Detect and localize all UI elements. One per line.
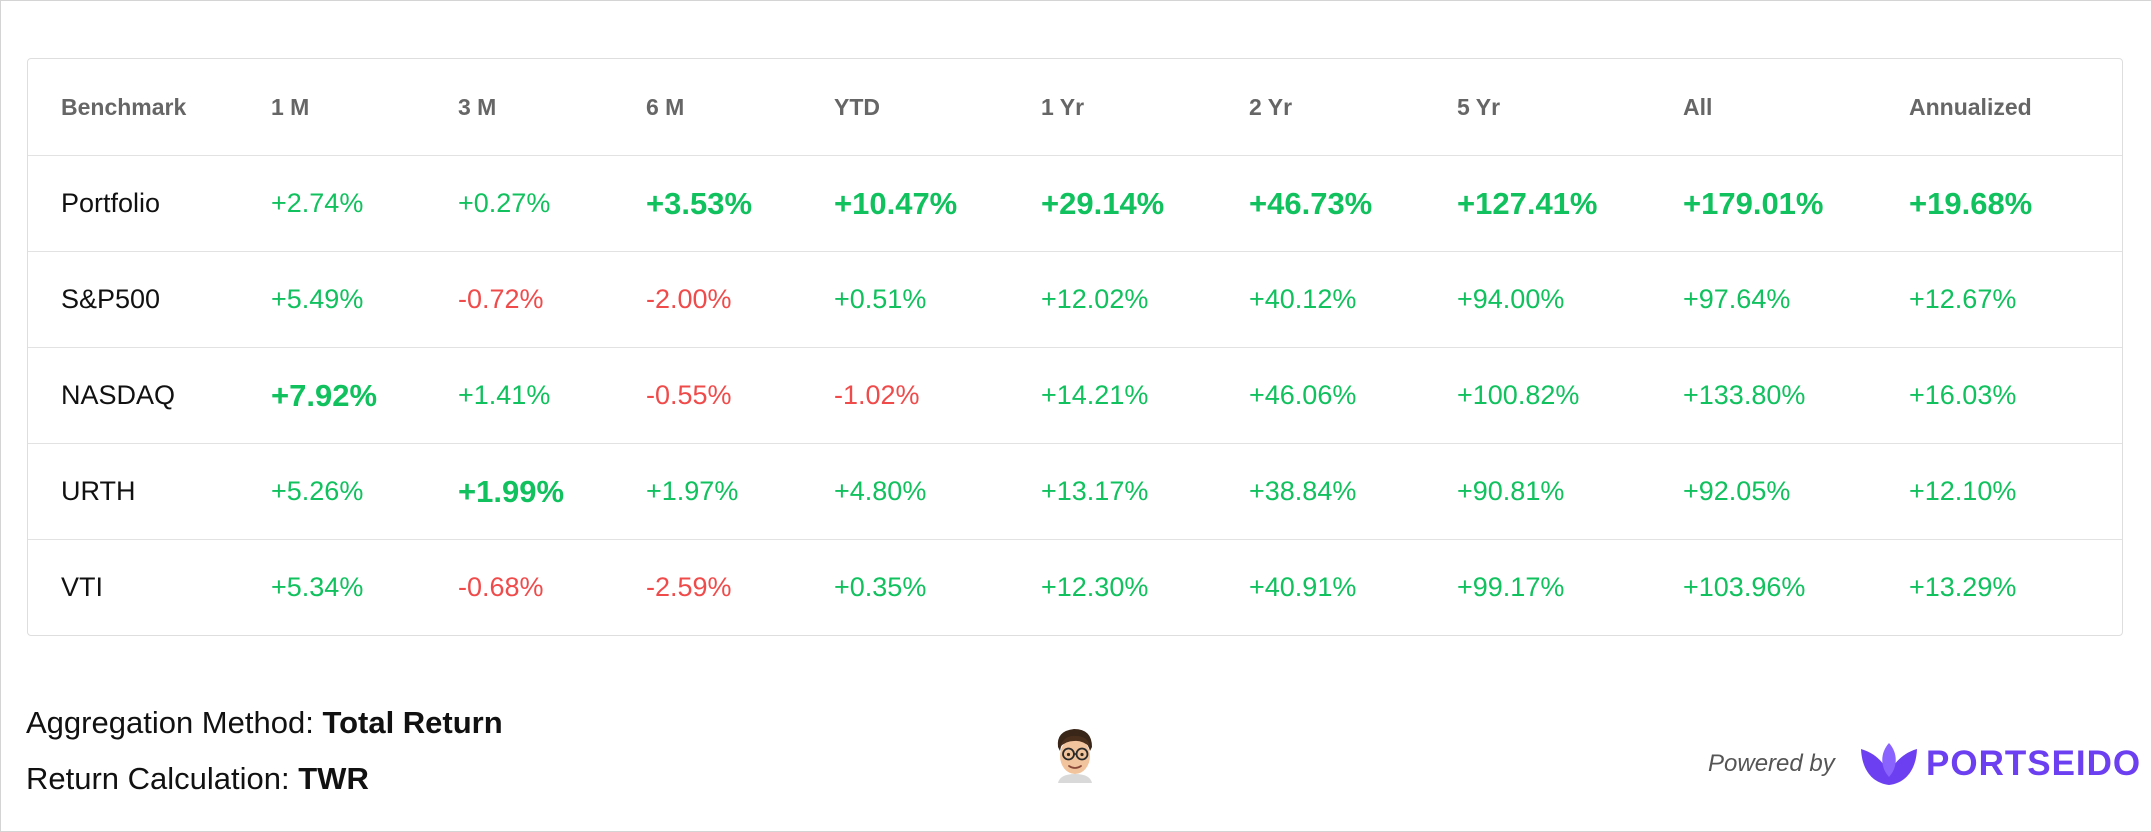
return-cell: +46.06% [1249,380,1357,410]
return-cell: -1.02% [834,380,920,410]
column-header-6m: 6 M [646,93,685,120]
return-cell: +12.67% [1909,284,2017,314]
aggregation-method-text: Aggregation Method: Total Return [26,705,503,741]
return-cell: +0.35% [834,572,927,602]
return-cell: -0.68% [458,572,544,602]
table-row-urth: URTH +5.26% +1.99% +1.97% +4.80% +13.17%… [28,443,2122,539]
return-cell: +1.97% [646,476,739,506]
return-cell: +1.41% [458,380,551,410]
return-cell: +40.91% [1249,572,1357,602]
return-cell: +5.49% [271,284,364,314]
return-cell: +99.17% [1457,572,1565,602]
portseido-logo[interactable]: PORTSEIDO [1858,741,2141,787]
return-cell: +12.30% [1041,572,1149,602]
row-name: Portfolio [61,188,161,218]
return-cell: +133.80% [1683,380,1806,410]
return-cell-best: +1.99% [458,473,565,509]
table-row-portfolio: Portfolio +2.74% +0.27% +3.53% +10.47% +… [28,155,2122,251]
row-name: NASDAQ [61,380,176,410]
return-cell-best: +179.01% [1683,185,1824,221]
table-row-vti: VTI +5.34% -0.68% -2.59% +0.35% +12.30% … [28,539,2122,635]
aggregation-method-value: Total Return [322,705,503,740]
return-cell: +97.64% [1683,284,1791,314]
row-name: S&P500 [61,284,161,314]
return-cell: +13.17% [1041,476,1149,506]
return-cell: -0.72% [458,284,544,314]
return-cell-best: +19.68% [1909,185,2033,221]
column-header-1yr: 1 Yr [1041,93,1085,120]
return-calculation-text: Return Calculation: TWR [26,761,369,797]
aggregation-method-label: Aggregation Method: [26,705,323,740]
return-calculation-label: Return Calculation: [26,761,299,796]
return-cell: +13.29% [1909,572,2017,602]
return-cell: +40.12% [1249,284,1357,314]
return-cell: -2.00% [646,284,732,314]
return-cell: +14.21% [1041,380,1149,410]
return-cell: +90.81% [1457,476,1565,506]
column-header-all: All [1683,93,1713,120]
column-header-annualized: Annualized [1909,93,2032,120]
column-header-benchmark: Benchmark [61,93,187,120]
return-cell: -0.55% [646,380,732,410]
return-cell: +94.00% [1457,284,1565,314]
return-cell-best: +29.14% [1041,185,1165,221]
table-header-row: Benchmark 1 M 3 M 6 M YTD 1 Yr 2 Yr 5 Yr… [28,59,2122,155]
return-cell-best: +127.41% [1457,185,1598,221]
return-cell: +16.03% [1909,380,2017,410]
return-calculation-value: TWR [298,761,369,796]
return-cell: +100.82% [1457,380,1580,410]
portseido-leaf-logo-icon [1861,743,1917,785]
memoji-avatar-icon [1057,729,1092,783]
return-cell: +12.02% [1041,284,1149,314]
table-row-nasdaq: NASDAQ +7.92% +1.41% -0.55% -1.02% +14.2… [28,347,2122,443]
row-name: VTI [61,572,104,602]
return-cell: +103.96% [1683,572,1806,602]
column-header-2yr: 2 Yr [1249,93,1293,120]
return-cell-best: +46.73% [1249,185,1373,221]
column-header-ytd: YTD [834,93,880,120]
benchmark-table: Benchmark 1 M 3 M 6 M YTD 1 Yr 2 Yr 5 Yr… [27,58,2123,636]
column-header-5yr: 5 Yr [1457,93,1501,120]
return-cell: +5.26% [271,476,364,506]
return-cell: +38.84% [1249,476,1357,506]
return-cell: +92.05% [1683,476,1791,506]
return-cell: +0.51% [834,284,927,314]
column-header-3m: 3 M [458,93,497,120]
return-cell-best: +7.92% [271,377,378,413]
table-row-sp500: S&P500 +5.49% -0.72% -2.00% +0.51% +12.0… [28,251,2122,347]
return-cell: +5.34% [271,572,364,602]
return-cell: +2.74% [271,188,364,218]
return-cell: +4.80% [834,476,927,506]
brand-name: PORTSEIDO [1926,744,2142,783]
return-cell: +12.10% [1909,476,2017,506]
return-cell: -2.59% [646,572,732,602]
row-name: URTH [61,476,136,506]
return-cell-best: +10.47% [834,185,958,221]
powered-by-text: Powered by [1708,750,1835,777]
column-header-1m: 1 M [271,93,310,120]
return-cell: +0.27% [458,188,551,218]
return-cell-best: +3.53% [646,185,753,221]
